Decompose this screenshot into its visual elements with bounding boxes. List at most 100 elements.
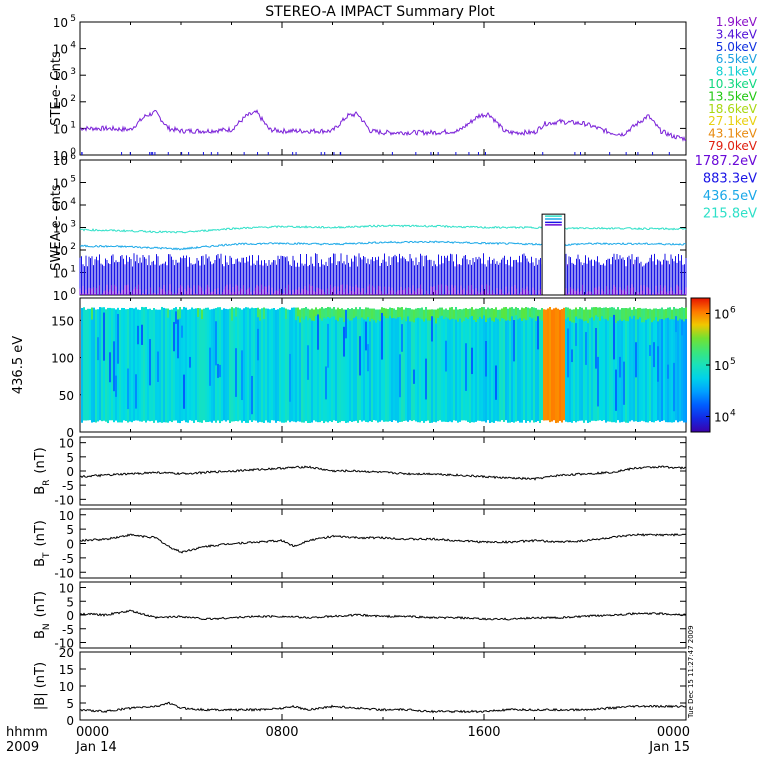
spectrogram-top-band: [341, 308, 343, 318]
spectrogram-column: [505, 307, 507, 421]
spectrogram-column: [187, 309, 189, 423]
spectrogram-column: [651, 309, 653, 423]
spectrogram-streak: [219, 364, 221, 378]
spectrogram-column: [559, 309, 561, 421]
spectrogram-top-band: [429, 309, 431, 321]
y-axis-label-spectrogram: 436.5 eV: [11, 336, 26, 394]
spectrogram-streak: [317, 314, 319, 350]
spectrogram-column: [683, 308, 685, 423]
spectrogram-column: [383, 307, 385, 422]
spectrogram-column: [647, 309, 649, 423]
spectrogram-column: [497, 309, 499, 422]
spectrogram-column: [557, 308, 559, 423]
spectrogram-column: [131, 307, 133, 423]
spectrogram-top-band: [399, 307, 401, 317]
y-tick-label: 0: [66, 426, 74, 440]
spectrogram-top-band: [681, 307, 683, 321]
spectrogram-column: [221, 309, 223, 422]
spectrogram-top-band: [325, 308, 327, 319]
spectrogram-top-band: [231, 307, 233, 321]
spectrogram-top-band: [539, 309, 541, 320]
spectrogram-top-band: [637, 308, 639, 320]
spectrogram-column: [125, 309, 127, 422]
spectrogram-column: [151, 309, 153, 421]
spectrogram-top-band: [675, 308, 677, 321]
spectrogram-column: [163, 307, 165, 423]
spectrogram-column: [121, 307, 123, 423]
spectrogram-streak: [115, 375, 117, 397]
spectrogram-column: [417, 308, 419, 423]
spectrogram-image: [81, 306, 687, 424]
y-tick-exponent: 4: [70, 41, 76, 51]
spectrogram-column: [247, 307, 249, 423]
spectrogram-column: [569, 308, 571, 423]
spectrogram-column: [475, 308, 477, 422]
spectrogram-top-band: [477, 308, 479, 320]
y-tick-label: 150: [51, 314, 74, 328]
spectrogram-streak: [681, 319, 683, 336]
spectrogram-top-band: [343, 309, 345, 322]
spectrogram-column: [145, 307, 147, 423]
spectrogram-column: [223, 308, 225, 421]
y-tick-label: -5: [62, 479, 74, 493]
spectrogram-column: [379, 309, 381, 422]
spectrogram-top-band: [501, 308, 503, 319]
spectrogram-column: [195, 308, 197, 421]
spectrogram-streak: [401, 324, 403, 352]
spectrogram-column: [487, 307, 489, 421]
spectrogram-column: [607, 308, 609, 422]
spectrogram-top-band: [467, 309, 469, 319]
spectrogram-column: [663, 309, 665, 421]
spectrogram-column: [299, 309, 301, 422]
time-tick-label: 0800: [265, 725, 298, 740]
spectrogram-top-band: [499, 309, 501, 322]
spectrogram-column: [309, 309, 311, 423]
spectrogram-column: [599, 307, 601, 421]
spectrogram-column: [499, 309, 501, 422]
spectrogram-top-band: [505, 307, 507, 321]
y-tick-label: 5: [66, 523, 74, 537]
spectrogram-streak: [653, 342, 655, 368]
y-axis-label-bt: BT (nT): [33, 520, 52, 567]
spectrogram-top-band: [495, 307, 497, 318]
spectrogram-column: [613, 307, 615, 423]
swea-series-436.5ev: [79, 240, 687, 251]
spectrogram-top-band: [667, 307, 669, 318]
spectrogram-streak: [613, 314, 615, 360]
spectrogram-column: [255, 307, 257, 421]
ste-legend-entry: 3.4keV: [716, 27, 758, 41]
time-tick-date: Jan 15: [648, 740, 690, 755]
spectrogram-column: [175, 307, 177, 421]
spectrogram-streak: [585, 332, 587, 365]
spectrogram-column: [297, 307, 299, 422]
y-axis-label-text: BN (nT): [33, 591, 52, 639]
spectrogram-top-band: [641, 308, 643, 323]
spectrogram-top-band: [357, 309, 359, 319]
time-corner-label-year: 2009: [6, 740, 39, 755]
spectrogram-streak: [425, 358, 427, 400]
y-tick-label: 10: [53, 222, 68, 236]
spectrogram-streak: [537, 316, 539, 350]
spectrogram-top-band: [631, 309, 633, 319]
spectrogram-column: [637, 308, 639, 422]
spectrogram-column: [405, 307, 407, 421]
spectrogram-column: [363, 309, 365, 421]
spectrogram-top-band: [375, 309, 377, 323]
spectrogram-column: [409, 308, 411, 421]
ste-legend-entry: 18.6keV: [708, 102, 758, 116]
spectrogram-top-band: [595, 307, 597, 316]
ste-legend-entry: 10.3keV: [708, 77, 758, 91]
spectrogram-top-band: [613, 307, 615, 319]
spectrogram-top-band: [605, 307, 607, 320]
spectrogram-column: [267, 308, 269, 423]
y-tick-label: 15: [59, 663, 74, 677]
spectrogram-streak: [381, 312, 383, 360]
spectrogram-column: [317, 309, 319, 423]
spectrogram-column: [371, 308, 373, 422]
spectrogram-column: [671, 309, 673, 423]
spectrogram-column: [463, 308, 465, 421]
spectrogram-top-band: [607, 308, 609, 321]
spectrogram-column: [403, 309, 405, 421]
y-axis-label-bmag: |B| (nT): [33, 662, 48, 710]
